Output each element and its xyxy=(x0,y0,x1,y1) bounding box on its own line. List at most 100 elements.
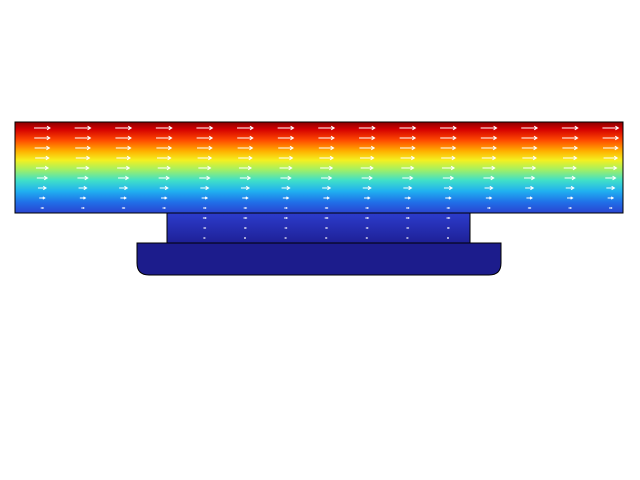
arrow xyxy=(401,165,415,171)
channel xyxy=(14,121,624,214)
arrow xyxy=(440,125,457,131)
arrow xyxy=(563,165,577,171)
arrow xyxy=(118,175,130,181)
arrow xyxy=(196,135,214,141)
arrow xyxy=(605,175,617,181)
arrow xyxy=(525,185,535,191)
arrow xyxy=(203,227,207,229)
arrow xyxy=(321,175,333,181)
arrow xyxy=(120,196,127,200)
arrow xyxy=(481,155,497,161)
arrow xyxy=(606,185,616,191)
arrow xyxy=(76,165,90,171)
arrow xyxy=(238,155,253,161)
arrow xyxy=(162,207,167,209)
arrow xyxy=(158,175,170,181)
arrow xyxy=(564,175,576,181)
arrow xyxy=(244,227,247,229)
arrow xyxy=(40,207,45,209)
arrow xyxy=(74,125,92,131)
arrow xyxy=(526,196,533,200)
arrow xyxy=(365,227,369,229)
arrow xyxy=(602,125,620,131)
arrow xyxy=(319,155,334,161)
arrow xyxy=(441,165,456,171)
arrow xyxy=(237,145,254,151)
arrow xyxy=(77,175,89,181)
arrow xyxy=(445,196,452,200)
arrow xyxy=(284,207,288,209)
arrow xyxy=(196,125,214,131)
arrow xyxy=(318,135,335,141)
arrow xyxy=(78,185,88,191)
arrow xyxy=(399,135,417,141)
arrow xyxy=(324,216,329,220)
arrow xyxy=(521,145,538,151)
arrow xyxy=(359,145,376,151)
arrow xyxy=(485,196,493,200)
arrow xyxy=(562,155,578,161)
arrow xyxy=(119,185,129,191)
arrow xyxy=(34,125,51,131)
arrow xyxy=(565,185,575,191)
arrow xyxy=(34,145,51,151)
arrow xyxy=(115,135,132,141)
arrow xyxy=(202,216,207,220)
arrow xyxy=(277,125,295,131)
arrow xyxy=(279,165,293,171)
arrow xyxy=(603,155,619,161)
arrow xyxy=(155,125,173,131)
arrow xyxy=(365,207,370,209)
arrow xyxy=(39,196,46,200)
arrow xyxy=(156,135,173,141)
arrow xyxy=(34,135,51,141)
velocity-arrows xyxy=(34,125,620,239)
arrow xyxy=(243,207,248,209)
arrow xyxy=(318,125,336,131)
arrow xyxy=(36,175,49,181)
arrow xyxy=(75,155,91,161)
arrow xyxy=(567,196,574,200)
arrow xyxy=(280,175,292,181)
arrow xyxy=(277,135,295,141)
arrow xyxy=(37,185,48,191)
arrow xyxy=(278,145,294,151)
arrow xyxy=(603,145,619,151)
arrow xyxy=(602,135,620,141)
arrow xyxy=(524,175,536,181)
arrow xyxy=(359,135,376,141)
arrow xyxy=(404,196,412,200)
arrow xyxy=(116,155,131,161)
arrow xyxy=(284,216,289,220)
arrow xyxy=(604,165,618,171)
arrow xyxy=(403,185,413,191)
arrow xyxy=(609,207,613,209)
arrow xyxy=(284,227,288,229)
arrow xyxy=(360,165,374,171)
arrow xyxy=(480,125,498,131)
arrow xyxy=(406,227,410,229)
arrow xyxy=(365,216,370,220)
arrow xyxy=(568,207,573,209)
cavity xyxy=(166,212,471,244)
arrow xyxy=(200,185,210,191)
arrow xyxy=(201,196,209,200)
arrow xyxy=(278,155,294,161)
arrow xyxy=(242,196,249,200)
base-domain xyxy=(136,242,502,276)
arrow xyxy=(362,185,372,191)
arrow xyxy=(359,155,375,161)
arrow xyxy=(240,185,251,191)
arrow xyxy=(198,165,212,171)
arrow xyxy=(521,125,539,131)
arrow xyxy=(239,175,252,181)
arrow xyxy=(320,165,334,171)
arrow xyxy=(358,125,376,131)
arrow xyxy=(282,196,290,200)
arrow xyxy=(121,207,126,209)
arrow xyxy=(441,155,456,161)
arrow xyxy=(446,207,451,209)
arrow xyxy=(487,207,491,209)
arrow xyxy=(35,155,50,161)
